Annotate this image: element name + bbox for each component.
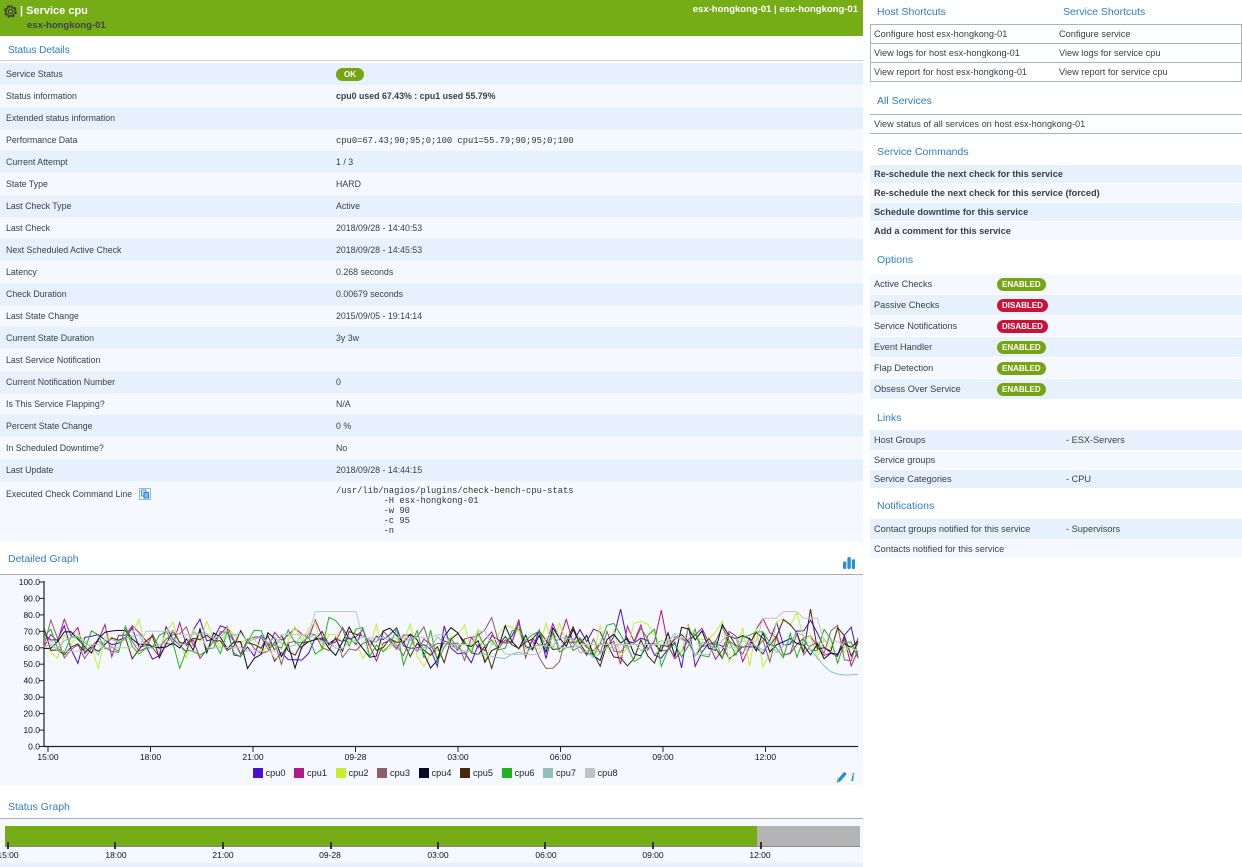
svg-text:03:00: 03:00 xyxy=(447,752,469,762)
svg-text:06:00: 06:00 xyxy=(550,752,572,762)
svg-text:15:00: 15:00 xyxy=(37,752,59,762)
svg-text:09:00: 09:00 xyxy=(652,752,674,762)
svg-text:18:00: 18:00 xyxy=(140,752,162,762)
svg-text:09-28: 09-28 xyxy=(345,752,367,762)
svg-text:30.0: 30.0 xyxy=(23,692,40,702)
svg-text:12:00: 12:00 xyxy=(755,752,777,762)
svg-text:0.0: 0.0 xyxy=(28,742,40,752)
svg-text:60.0: 60.0 xyxy=(23,643,40,653)
svg-text:10.0: 10.0 xyxy=(23,725,40,735)
svg-text:100.0: 100.0 xyxy=(19,577,41,587)
svg-text:20.0: 20.0 xyxy=(23,709,40,719)
svg-text:90.0: 90.0 xyxy=(23,593,40,603)
svg-text:40.0: 40.0 xyxy=(23,676,40,686)
svg-text:50.0: 50.0 xyxy=(23,659,40,669)
svg-text:80.0: 80.0 xyxy=(23,610,40,620)
svg-text:70.0: 70.0 xyxy=(23,626,40,636)
svg-text:21:00: 21:00 xyxy=(242,752,264,762)
